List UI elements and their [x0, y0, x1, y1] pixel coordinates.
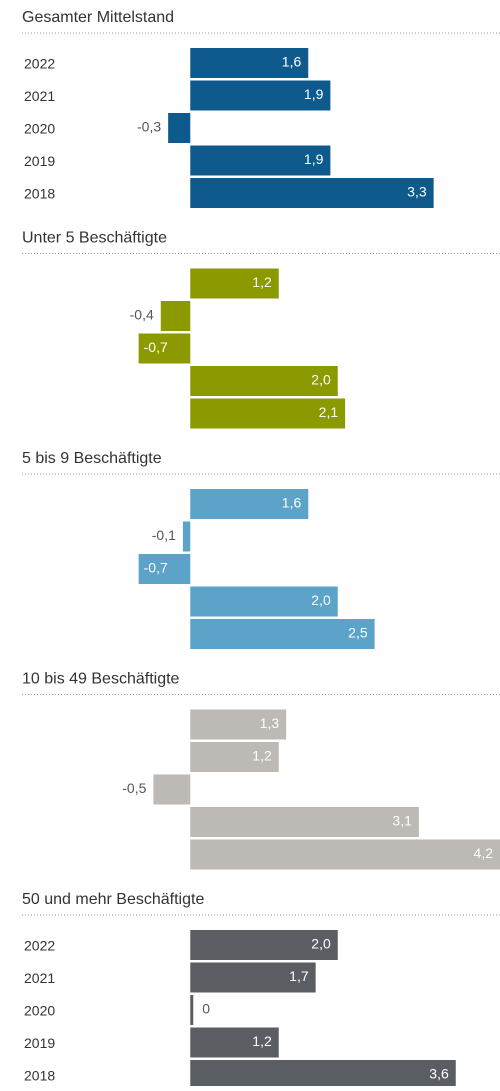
bar [190, 1060, 456, 1090]
category-label: 2018 [24, 186, 55, 202]
value-label: 1,9 [304, 86, 324, 102]
category-label: 2019 [24, 1035, 55, 1051]
bar [168, 113, 191, 143]
value-label: 1,6 [282, 54, 302, 70]
value-label: 2,1 [319, 404, 339, 420]
value-label: -0,5 [122, 780, 146, 796]
bar [190, 398, 346, 429]
value-label: 0 [202, 1001, 210, 1017]
value-label: 2,0 [311, 372, 331, 388]
bar [190, 1027, 279, 1058]
bar [190, 742, 279, 772]
value-label: 3,1 [392, 813, 412, 829]
bar [153, 774, 191, 805]
value-label: -0,4 [130, 307, 154, 323]
category-label: 2021 [24, 88, 55, 104]
value-label: -0,3 [137, 119, 161, 135]
value-label: 2,5 [348, 625, 368, 641]
bar [190, 807, 419, 837]
panel-title: Unter 5 Beschäftigte [22, 230, 167, 247]
bar [190, 48, 309, 78]
panel-title: Gesamter Mittelstand [22, 9, 174, 26]
value-label: 4,2 [474, 845, 494, 861]
bar [190, 268, 279, 299]
value-label: 1,6 [282, 495, 302, 511]
panel-title: 50 und mehr Beschäftigte [22, 891, 204, 908]
value-label: 1,7 [289, 968, 309, 984]
value-label: -0,7 [144, 339, 168, 355]
value-label: 3,3 [407, 184, 427, 200]
value-label: 2,0 [311, 592, 331, 608]
bar [190, 366, 338, 396]
value-label: 1,3 [260, 715, 280, 731]
bar [138, 333, 191, 364]
panel-title: 5 bis 9 Beschäftigte [22, 450, 162, 467]
category-label: 2022 [24, 56, 55, 72]
panel-title: 10 bis 49 Beschäftigte [22, 671, 180, 688]
bar [190, 619, 375, 649]
category-label: 2018 [24, 1068, 55, 1084]
value-label: -0,7 [144, 560, 168, 576]
bar [190, 995, 194, 1025]
bar [190, 839, 500, 870]
category-label: 2019 [24, 153, 55, 169]
bar [160, 301, 191, 331]
bar [190, 930, 338, 960]
bar [190, 709, 287, 740]
bar [138, 554, 191, 584]
category-label: 2022 [24, 938, 55, 954]
value-label: 3,6 [429, 1066, 449, 1082]
bar [182, 521, 191, 552]
value-label: 2,0 [311, 936, 331, 952]
bar [190, 80, 331, 111]
value-label: 1,2 [252, 274, 272, 290]
value-label: 1,2 [252, 748, 272, 764]
category-label: 2021 [24, 970, 55, 986]
bar [190, 489, 309, 519]
value-label: -0,1 [152, 527, 176, 543]
bar [190, 178, 434, 208]
bar [190, 962, 316, 993]
value-label: 1,2 [252, 1033, 272, 1049]
category-label: 2020 [24, 121, 55, 137]
value-label: 1,9 [304, 151, 324, 167]
bar [190, 145, 331, 176]
bar [190, 586, 338, 617]
category-label: 2020 [24, 1003, 55, 1019]
